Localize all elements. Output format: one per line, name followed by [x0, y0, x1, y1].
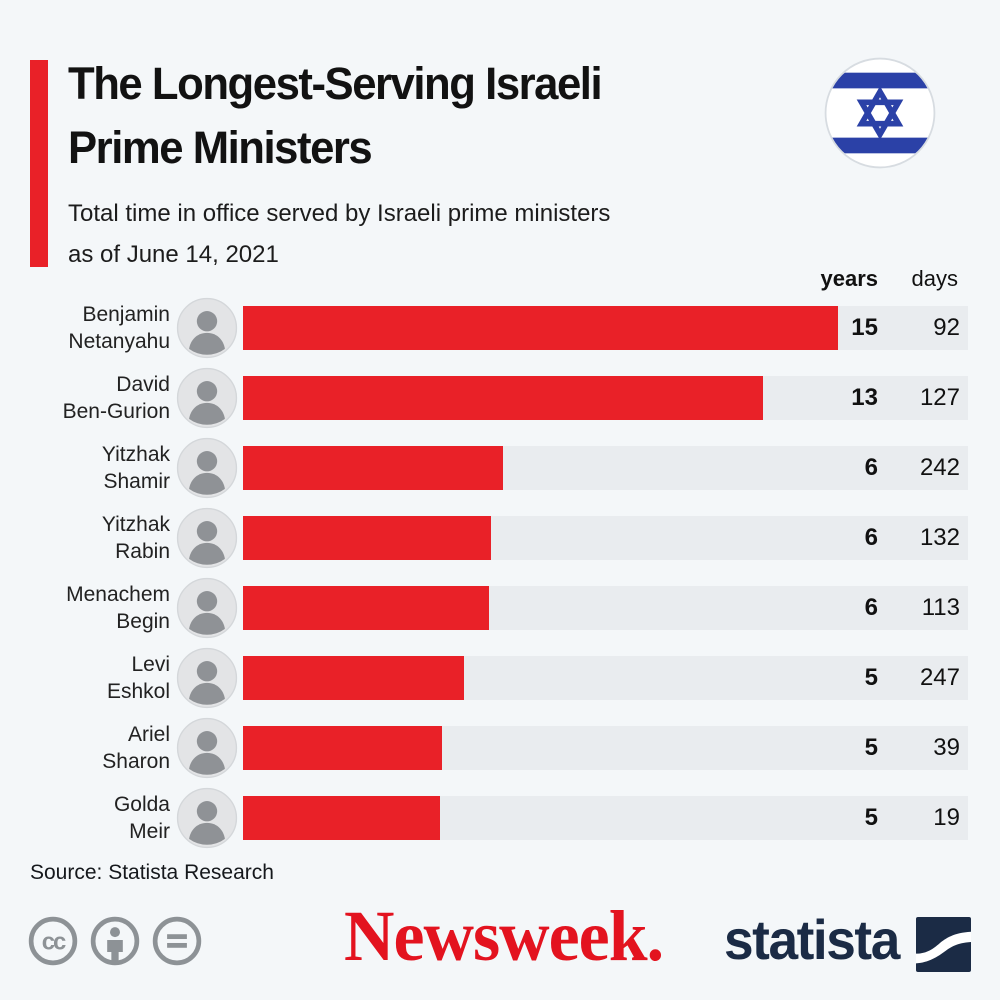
subtitle-line-2: as of June 14, 2021: [68, 241, 279, 268]
bar-track: 5 247: [243, 656, 968, 700]
svg-text:cc: cc: [42, 928, 66, 955]
pm-name: David Ben-Gurion: [20, 371, 170, 425]
pm-name-line1: Benjamin: [82, 303, 170, 326]
subtitle-line-1: Total time in office served by Israeli p…: [68, 200, 611, 227]
chart-row: Levi Eshkol 5 247: [0, 643, 1000, 713]
column-headers: years days: [0, 266, 1000, 294]
years-value: 6: [864, 524, 878, 551]
pm-portrait-photo: [176, 437, 238, 499]
pm-name-line2: Netanyahu: [68, 330, 170, 353]
pm-name-line2: Eshkol: [106, 680, 170, 703]
chart-row: Menachem Begin 6 113: [0, 573, 1000, 643]
bar: [243, 516, 491, 560]
cc-icon: cc: [28, 916, 78, 966]
days-value: 19: [933, 804, 960, 831]
bar: [243, 306, 838, 350]
bar: [243, 656, 465, 700]
source-note: Source: Statista Research: [30, 861, 274, 884]
israel-flag-icon: [824, 57, 936, 169]
days-value: 127: [919, 384, 960, 411]
pm-portrait-photo: [176, 507, 238, 569]
attribution-person-icon: [90, 916, 140, 966]
pm-name-line2: Rabin: [115, 540, 170, 563]
pm-name: Ariel Sharon: [20, 721, 170, 775]
days-value: 242: [919, 454, 960, 481]
pm-name-line1: Menachem: [66, 583, 170, 606]
days-value: 39: [933, 734, 960, 761]
pm-name: Golda Meir: [20, 791, 170, 845]
chart-row: Golda Meir 5 19: [0, 783, 1000, 853]
pm-name-line2: Begin: [116, 610, 170, 633]
pm-name-line2: Sharon: [102, 750, 170, 773]
bar: [243, 376, 764, 420]
subtitle: Total time in office served by Israeli p…: [68, 193, 610, 275]
title-accent-bar: [30, 60, 48, 267]
page-title: The Longest-Serving Israeli Prime Minist…: [68, 52, 603, 180]
pm-name-line1: Yitzhak: [101, 443, 170, 466]
years-value: 6: [864, 594, 878, 621]
years-value: 5: [864, 734, 878, 761]
bar-track: 13 127: [243, 376, 968, 420]
years-column-header: years: [820, 266, 878, 291]
pm-name: Menachem Begin: [20, 581, 170, 635]
years-value: 13: [851, 384, 878, 411]
bar-track: 5 39: [243, 726, 968, 770]
pm-portrait-photo: [176, 367, 238, 429]
pm-portrait-photo: [176, 717, 238, 779]
years-value: 5: [864, 804, 878, 831]
pm-name: Benjamin Netanyahu: [20, 301, 170, 355]
years-value: 6: [864, 454, 878, 481]
chart-row: David Ben-Gurion 13 127: [0, 363, 1000, 433]
pm-portrait-photo: [176, 787, 238, 849]
equals-icon: [152, 916, 202, 966]
pm-portrait-photo: [176, 647, 238, 709]
bar-chart: Benjamin Netanyahu 15 92 David Ben-Gurio…: [0, 293, 1000, 853]
years-value: 5: [864, 664, 878, 691]
bar-track: 6 132: [243, 516, 968, 560]
pm-name: Yitzhak Shamir: [20, 441, 170, 495]
bar: [243, 586, 489, 630]
bar-track: 15 92: [243, 306, 968, 350]
days-value: 92: [933, 314, 960, 341]
bar: [243, 796, 440, 840]
pm-portrait-photo: [176, 297, 238, 359]
pm-portrait-photo: [176, 577, 238, 639]
pm-name-line1: David: [116, 373, 170, 396]
title-line-1: The Longest-Serving Israeli: [68, 58, 603, 109]
chart-row: Ariel Sharon 5 39: [0, 713, 1000, 783]
statista-logo-icon: [916, 917, 971, 972]
pm-name-line2: Ben-Gurion: [62, 400, 170, 423]
pm-name-line1: Ariel: [127, 723, 170, 746]
pm-name: Yitzhak Rabin: [20, 511, 170, 565]
title-line-2: Prime Ministers: [68, 122, 373, 173]
bar-track: 6 242: [243, 446, 968, 490]
years-value: 15: [851, 314, 878, 341]
pm-name-line2: Shamir: [103, 470, 170, 493]
bar: [243, 726, 443, 770]
pm-name-line1: Levi: [131, 653, 170, 676]
chart-row: Benjamin Netanyahu 15 92: [0, 293, 1000, 363]
chart-row: Yitzhak Rabin 6 132: [0, 503, 1000, 573]
pm-name-line1: Golda: [113, 793, 170, 816]
statista-logo-wordmark: statista: [724, 908, 900, 971]
pm-name-line1: Yitzhak: [101, 513, 170, 536]
pm-name-line2: Meir: [129, 820, 170, 843]
bar-track: 5 19: [243, 796, 968, 840]
bar-track: 6 113: [243, 586, 968, 630]
days-value: 113: [921, 594, 960, 621]
days-value: 247: [919, 664, 960, 691]
bar: [243, 446, 503, 490]
cc-license-icons: cc: [28, 916, 202, 966]
days-value: 132: [919, 524, 960, 551]
newsweek-logo: Newsweek.: [344, 896, 664, 976]
chart-row: Yitzhak Shamir 6 242: [0, 433, 1000, 503]
days-column-header: days: [911, 266, 958, 291]
pm-name: Levi Eshkol: [20, 651, 170, 705]
